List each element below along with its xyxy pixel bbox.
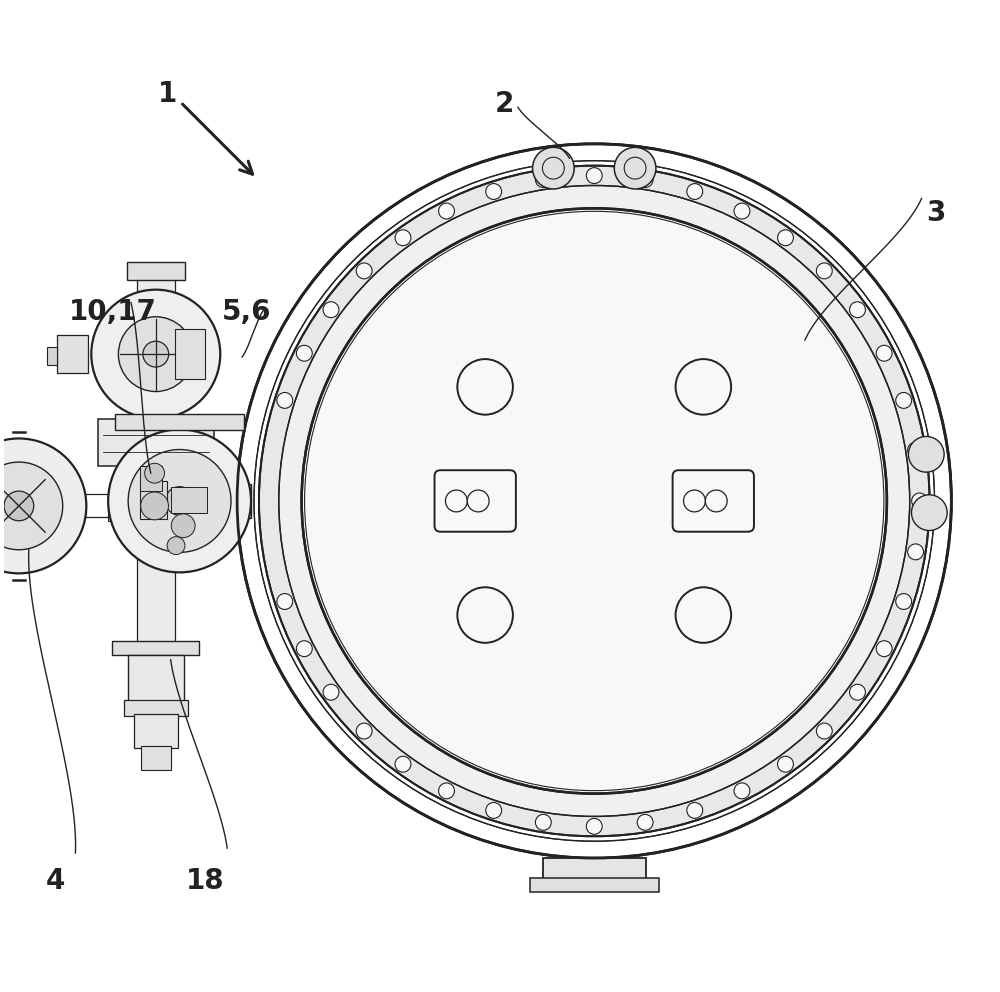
Text: 4: 4 [46,867,65,895]
Bar [127,262,185,280]
Circle shape [896,393,912,409]
Bar [140,466,162,491]
Circle shape [687,184,703,199]
Circle shape [586,168,602,184]
Circle shape [118,316,193,392]
Text: 5,6: 5,6 [222,299,272,326]
Circle shape [356,723,372,739]
Circle shape [143,341,169,367]
Circle shape [323,302,339,317]
Bar [175,329,205,379]
Bar [530,878,659,892]
Circle shape [279,186,910,816]
Circle shape [533,148,574,189]
Circle shape [486,184,502,199]
Bar [171,487,207,513]
Circle shape [637,172,653,187]
Circle shape [439,203,454,219]
Circle shape [908,436,944,472]
Circle shape [687,803,703,818]
Circle shape [0,438,86,573]
Circle shape [296,345,312,361]
Circle shape [302,208,887,794]
Bar [137,270,175,670]
Circle shape [91,290,220,419]
Circle shape [586,818,602,834]
Circle shape [296,641,312,657]
Bar [242,484,251,518]
Circle shape [259,166,930,836]
Circle shape [734,203,750,219]
Bar [108,491,175,521]
Bar [11,462,27,550]
Text: 1: 1 [158,80,177,108]
Text: 3: 3 [927,199,946,227]
Circle shape [439,783,454,799]
Circle shape [896,593,912,609]
Circle shape [165,487,194,515]
Bar [112,641,199,655]
Bar [47,346,57,365]
Circle shape [778,756,793,772]
Bar [115,414,244,430]
Circle shape [356,263,372,279]
Circle shape [171,514,195,538]
Circle shape [395,230,411,246]
Circle shape [908,544,924,559]
Circle shape [614,148,656,189]
Circle shape [4,491,34,521]
Circle shape [850,302,865,317]
Circle shape [0,462,63,550]
Circle shape [128,449,231,553]
Circle shape [908,442,924,458]
Bar [128,655,184,702]
Circle shape [734,783,750,799]
Bar [141,746,171,770]
Circle shape [302,208,887,794]
Circle shape [535,814,551,830]
Circle shape [535,172,551,187]
Circle shape [141,492,168,520]
Circle shape [277,393,293,409]
Circle shape [486,803,502,818]
Text: 10,17: 10,17 [68,299,156,326]
Text: 18: 18 [186,867,224,895]
Circle shape [911,495,947,531]
Bar [132,419,180,440]
Circle shape [395,756,411,772]
Circle shape [277,593,293,609]
Circle shape [876,641,892,657]
Circle shape [912,493,928,509]
Bar [124,700,188,716]
Bar [57,335,88,373]
Bar [98,419,214,466]
Bar [108,438,203,456]
Text: 2: 2 [495,90,514,118]
Circle shape [778,230,793,246]
Circle shape [145,463,165,483]
Bar [134,714,178,748]
Circle shape [167,537,185,555]
Bar [543,858,646,880]
Circle shape [816,723,832,739]
Circle shape [323,684,339,700]
Bar [140,481,167,519]
Circle shape [108,430,251,572]
Circle shape [850,684,865,700]
Circle shape [876,345,892,361]
Circle shape [816,263,832,279]
Circle shape [637,814,653,830]
